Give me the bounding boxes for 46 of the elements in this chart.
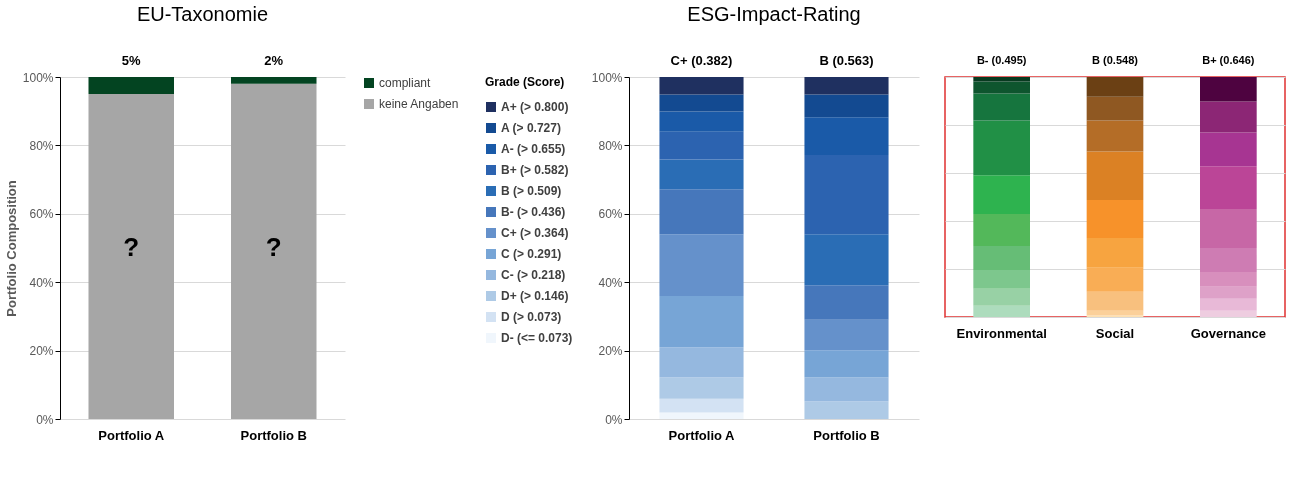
y-tick-label: 60% bbox=[598, 207, 623, 222]
legend-label: C (> 0.291) bbox=[501, 247, 562, 261]
text: C+ (0.382) bbox=[670, 53, 733, 68]
legend-label: A- (> 0.655) bbox=[501, 142, 566, 156]
data-label: 5% bbox=[121, 53, 142, 68]
legend-label: B+ (> 0.582) bbox=[501, 163, 569, 177]
legend-label: keine Angaben bbox=[379, 97, 459, 111]
legend-label: B- (> 0.436) bbox=[501, 205, 566, 219]
y-tick-label: 20% bbox=[29, 344, 54, 359]
text: B (0.548) bbox=[1092, 54, 1139, 66]
y-tick-label: 100% bbox=[22, 70, 54, 85]
x-tick-label: Portfolio A bbox=[98, 427, 165, 443]
legend-label: C- (> 0.218) bbox=[501, 268, 566, 282]
text: B- (0.495) bbox=[976, 54, 1027, 66]
legend-label: D (> 0.073) bbox=[501, 310, 562, 324]
annotation: ? bbox=[265, 232, 282, 262]
y-tick-label: 40% bbox=[29, 275, 54, 290]
y-tick-label: 40% bbox=[598, 275, 623, 290]
y-tick-label: 20% bbox=[598, 344, 623, 359]
legend-label: compliant bbox=[379, 76, 432, 90]
legend-label: A+ (> 0.800) bbox=[501, 100, 569, 114]
data-label: 2% bbox=[264, 53, 284, 68]
legend-label: D+ (> 0.146) bbox=[501, 289, 569, 303]
x-tick-label: Portfolio A bbox=[668, 427, 736, 443]
legend-label: C+ (> 0.364) bbox=[501, 226, 569, 240]
x-tick-label: Social bbox=[1095, 325, 1135, 341]
x-tick-label: Portfolio B bbox=[240, 427, 307, 443]
legend-label: D- (<= 0.073) bbox=[501, 331, 573, 345]
x-tick-label: Environmental bbox=[956, 325, 1047, 341]
annotation: ? bbox=[123, 232, 140, 262]
y-tick-label: 80% bbox=[598, 138, 623, 153]
x-tick-label: Governance bbox=[1190, 325, 1266, 341]
y-tick-label: 60% bbox=[29, 207, 54, 222]
text: B+ (0.646) bbox=[1202, 54, 1255, 66]
y-tick-label: 0% bbox=[36, 412, 54, 427]
legend-title: Grade (Score) bbox=[485, 75, 565, 89]
chart-title: ESG-Impact-Rating bbox=[687, 3, 861, 25]
y-tick-label: 0% bbox=[605, 412, 623, 427]
text: B (0.563) bbox=[819, 53, 874, 68]
y-tick-label: 100% bbox=[591, 70, 623, 85]
legend-label: B (> 0.509) bbox=[501, 184, 562, 198]
legend-label: A (> 0.727) bbox=[501, 121, 561, 135]
y-tick-label: 80% bbox=[29, 138, 54, 153]
x-tick-label: Portfolio B bbox=[813, 427, 880, 443]
y-axis-title: Portfolio Composition bbox=[3, 180, 19, 317]
chart-title: EU-Taxonomie bbox=[136, 3, 269, 25]
